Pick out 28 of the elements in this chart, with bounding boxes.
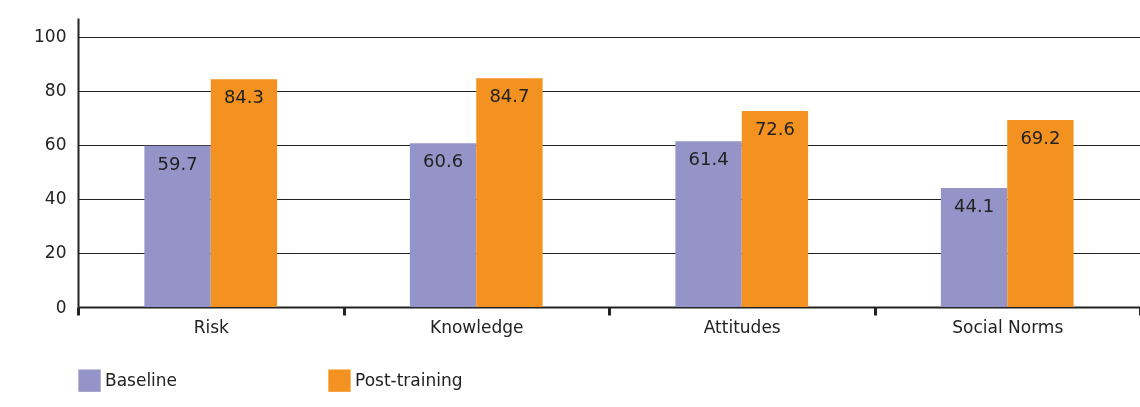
y-tick-label: 80 xyxy=(44,80,67,101)
y-tick-label: 60 xyxy=(44,134,67,155)
bar xyxy=(210,79,278,307)
bar xyxy=(1007,120,1074,307)
data-label: 84.3 xyxy=(223,86,264,108)
x-tick-label: Knowledge xyxy=(430,316,524,337)
y-tick-label: 40 xyxy=(44,188,67,209)
data-label: 84.7 xyxy=(489,85,530,107)
x-tick-label: Risk xyxy=(193,316,230,337)
y-tick-label: 20 xyxy=(44,242,67,263)
bar xyxy=(741,110,809,307)
y-tick-label: 0 xyxy=(55,296,67,317)
y-tick-label: 100 xyxy=(34,26,67,47)
data-label: 61.4 xyxy=(688,148,729,170)
data-label: 59.7 xyxy=(157,152,198,174)
bar xyxy=(476,78,543,307)
x-tick-label: Attitudes xyxy=(703,316,781,337)
bar xyxy=(940,187,1008,307)
bar xyxy=(409,143,477,307)
x-tick-label: Social Norms xyxy=(952,316,1064,337)
bar xyxy=(675,141,742,307)
data-label: 44.1 xyxy=(954,194,995,216)
data-label: 69.2 xyxy=(1020,127,1061,149)
bar xyxy=(144,145,211,307)
legend-label: Post-training xyxy=(355,369,463,390)
data-label: 60.6 xyxy=(423,150,464,172)
data-label: 72.6 xyxy=(754,117,795,139)
legend-label: Baseline xyxy=(105,369,178,390)
